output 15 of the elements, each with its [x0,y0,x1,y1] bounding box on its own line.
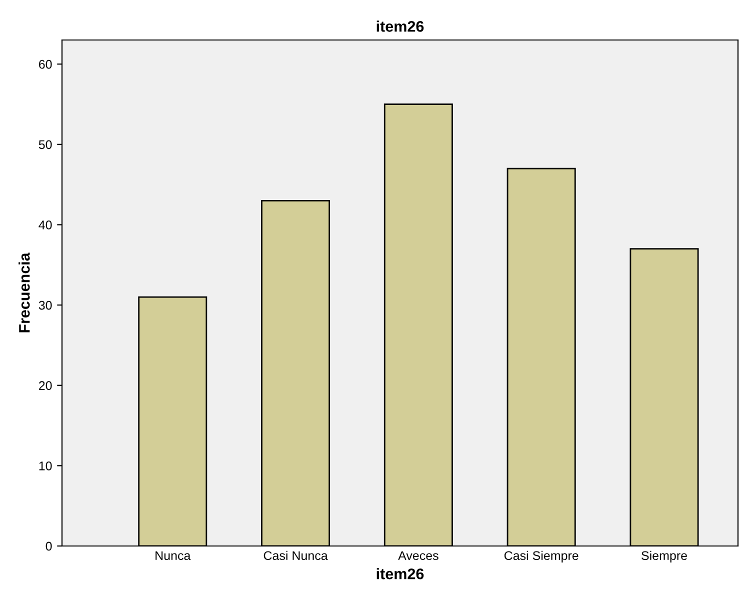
y-tick-label: 40 [38,220,52,230]
x-tick-label: Casi Siempre [504,550,578,563]
y-tick-label: 50 [38,140,52,150]
chart-title: item26 [376,20,424,32]
x-tick-label: Nunca [156,551,191,560]
x-tick-label: Casi Nunca [264,550,328,560]
y-tick-label: 0 [46,542,52,551]
x-tick-label: Siempre [642,550,687,563]
x-axis-title: item26 [376,568,424,580]
x-tick-label: Aveces [398,551,438,560]
y-tick-label: 60 [39,60,52,69]
y-tick-label: 20 [39,381,52,390]
y-axis-title: Frecuencia [18,252,30,332]
y-tick-label: 10 [39,461,52,470]
y-tick-label: 30 [38,300,52,310]
